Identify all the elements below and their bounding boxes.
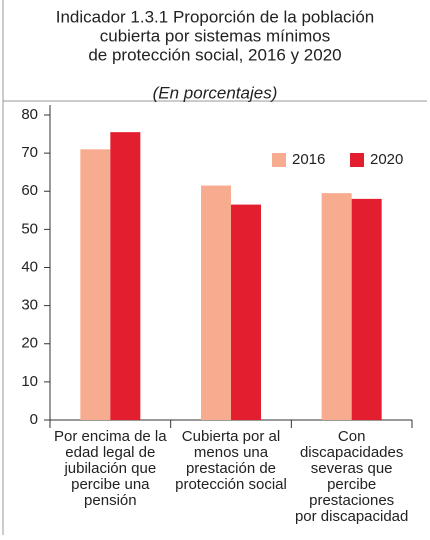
chart-subtitle: (En porcentajes): [153, 83, 278, 102]
chart-title: Indicador 1.3.1 Proporción de la poblaci…: [56, 7, 375, 26]
y-tick-label: 50: [21, 220, 38, 237]
y-tick-label: 80: [21, 106, 38, 123]
bar: [351, 198, 382, 420]
legend-label: 2016: [292, 151, 325, 168]
chart-title: cubierta por sistemas mínimos: [100, 26, 331, 45]
x-tick-label: menos una: [194, 444, 269, 461]
y-tick-label: 20: [21, 335, 38, 352]
x-tick-label: percibe una: [71, 476, 150, 493]
legend-label: 2020: [370, 151, 403, 168]
x-tick-label: prestaciones: [309, 492, 394, 509]
x-tick-label: pensión: [84, 492, 137, 509]
bar: [231, 204, 261, 420]
bar: [201, 185, 231, 420]
x-tick-label: protección social: [175, 476, 287, 493]
x-tick-label: edad legal de: [65, 444, 155, 461]
x-tick-label: Con: [338, 428, 366, 445]
x-tick-label: severas que: [311, 460, 393, 477]
x-tick-label: discapacidades: [300, 444, 403, 461]
x-tick-label: Por encima de la: [54, 428, 167, 445]
y-tick-label: 60: [21, 182, 38, 199]
y-tick-label: 40: [21, 258, 38, 275]
x-tick-label: prestación de: [186, 460, 276, 477]
y-tick-label: 70: [21, 144, 38, 161]
x-tick-label: jubilación que: [63, 460, 156, 477]
legend-swatch: [350, 153, 364, 167]
y-tick-label: 30: [21, 297, 38, 314]
x-tick-label: percibe: [327, 476, 376, 493]
x-tick-label: por discapacidad: [295, 508, 408, 525]
y-tick-label: 0: [30, 411, 38, 428]
x-tick-label: Cubierta por al: [182, 428, 280, 445]
bar: [80, 149, 111, 420]
chart-title: de protección social, 2016 y 2020: [88, 45, 341, 64]
y-tick-label: 10: [21, 373, 38, 390]
bar: [321, 193, 352, 420]
bar: [110, 132, 141, 420]
legend-swatch: [272, 153, 286, 167]
